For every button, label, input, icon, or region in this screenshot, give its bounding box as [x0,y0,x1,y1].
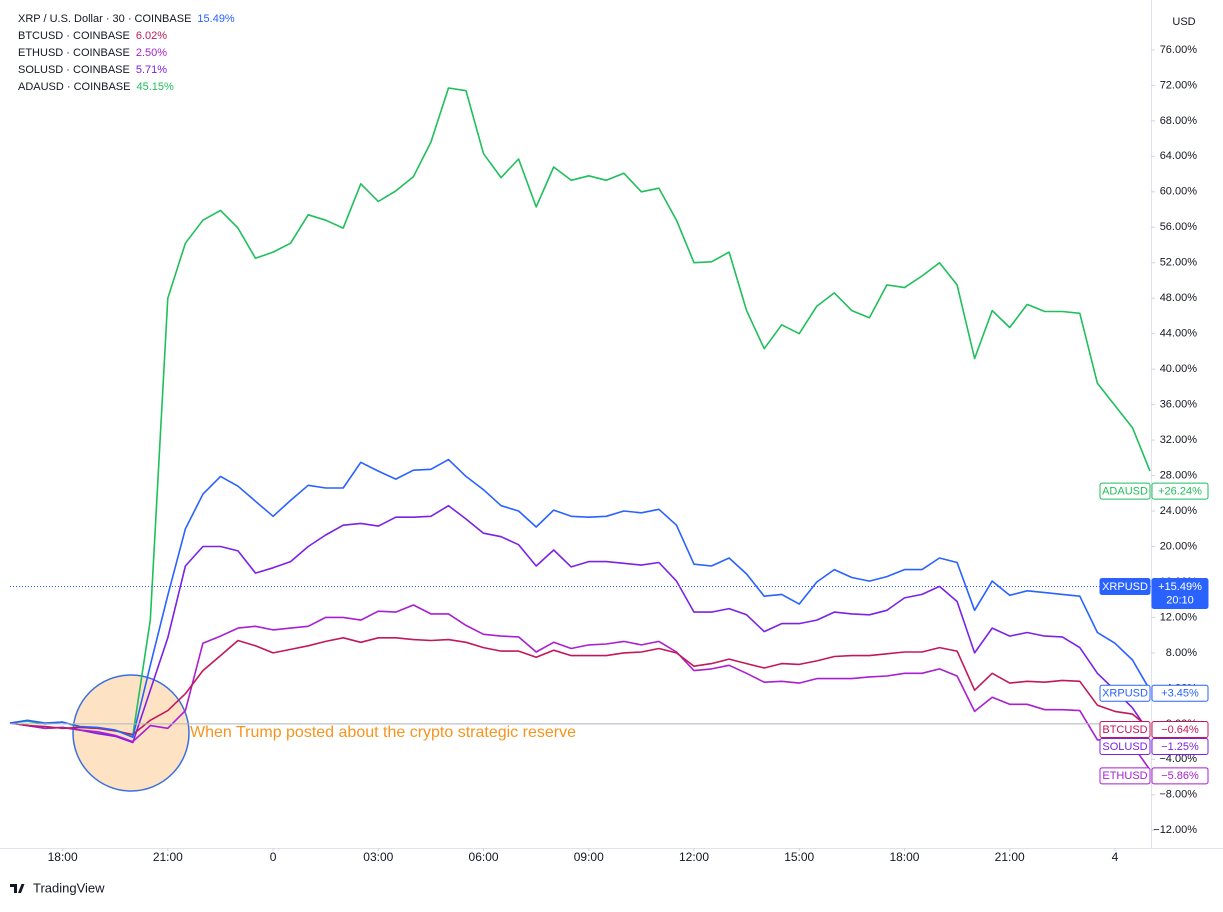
series-line [9,87,1151,737]
y-tick-label: 56.00% [1160,221,1198,233]
x-tick-label: 21:00 [995,850,1025,864]
y-tick-label: −8.00% [1159,789,1197,801]
y-tick-label: 60.00% [1160,186,1198,198]
y-tick-label: 48.00% [1160,292,1198,304]
legend: XRP / U.S. Dollar · 30 · COINBASE 15.49% B… [18,13,235,93]
tag-name: BTCUSD [1102,724,1147,736]
tag-name: ETHUSD [1102,770,1147,782]
tag-value: −0.64% [1161,724,1199,736]
axis-currency: USD [1172,16,1195,28]
tag-name-box [1099,738,1151,756]
y-tick-label: 36.00% [1160,399,1198,411]
x-tick-label: 09:00 [574,850,604,864]
y-tick-label: −4.00% [1159,753,1197,765]
tag-value-box [1151,738,1209,756]
annotation-circle [72,674,190,792]
y-tick-label: 12.00% [1160,611,1198,623]
y-tick-label: 52.00% [1160,257,1198,269]
legend-label: BTCUSD · COINBASE [18,30,130,42]
y-tick-label: 44.00% [1160,328,1198,340]
tag-name-box [1099,577,1151,595]
watermark: TradingView [33,880,105,895]
tag-name: XRPUSD [1102,581,1148,593]
tag-value-box [1151,721,1209,739]
y-tick-label: 64.00% [1160,150,1198,162]
logo-icon [10,884,25,893]
y-tick-label: 40.00% [1160,363,1198,375]
tag-value: +3.45% [1161,688,1199,700]
y-tick-label: 76.00% [1160,44,1198,56]
tag-name: ADAUSD [1102,486,1148,498]
y-tick-label: 72.00% [1160,79,1198,91]
tag-name-box [1099,767,1151,785]
x-tick-label: 4 [1112,850,1119,864]
x-tick-label: 12:00 [679,850,709,864]
legend-label: ETHUSD · COINBASE [18,47,130,59]
legend-label: SOLUSD · COINBASE [18,64,130,76]
logo: TradingView [10,880,105,895]
x-tick-label: 18:00 [889,850,919,864]
legend-label: ADAUSD · COINBASE [18,81,130,93]
tag-value: +26.24% [1158,486,1202,498]
annotation-text: When Trump posted about the crypto strat… [190,724,576,741]
series-line [9,637,1151,736]
y-tick-label: −12.00% [1153,824,1197,836]
y-tick-label: 32.00% [1160,434,1198,446]
series-line [9,604,1151,771]
tag-name: XRPUSD [1102,688,1148,700]
x-tick-label: 06:00 [469,850,499,864]
y-tick-label: 68.00% [1160,115,1198,127]
tag-value: +15.49% [1158,581,1202,593]
tag-value-box [1151,684,1209,702]
tag-countdown: 20:10 [1166,594,1194,606]
series-line [9,504,1151,744]
x-tick-label: 03:00 [363,850,393,864]
y-tick-label: 28.00% [1160,469,1198,481]
tag-value-box [1151,767,1209,785]
y-tick-label: 24.00% [1160,505,1198,517]
legend-label: XRP / U.S. Dollar · 30 · COINBASE [18,13,191,25]
y-tick-label: 8.00% [1166,647,1197,659]
tag-name-box [1099,721,1151,739]
legend-value: 2.50% [136,47,167,59]
legend-value: 15.49% [197,13,235,25]
y-tick-label: 20.00% [1160,540,1198,552]
tag-name: SOLUSD [1102,741,1147,753]
tag-name-box [1099,684,1151,702]
x-tick-label: 18:00 [48,850,78,864]
tag-name-box [1099,482,1151,500]
x-tick-label: 21:00 [153,850,183,864]
legend-value: 5.71% [136,64,167,76]
tag-value-box [1151,482,1209,500]
series-line [9,458,1151,738]
tag-value: −1.25% [1161,741,1199,753]
legend-value: 6.02% [136,30,167,42]
tag-value: −5.86% [1161,770,1199,782]
legend-value: 45.15% [136,81,174,93]
tag-value-box [1151,577,1209,609]
x-tick-label: 15:00 [784,850,814,864]
series-lines [9,87,1151,771]
x-tick-label: 0 [270,850,277,864]
